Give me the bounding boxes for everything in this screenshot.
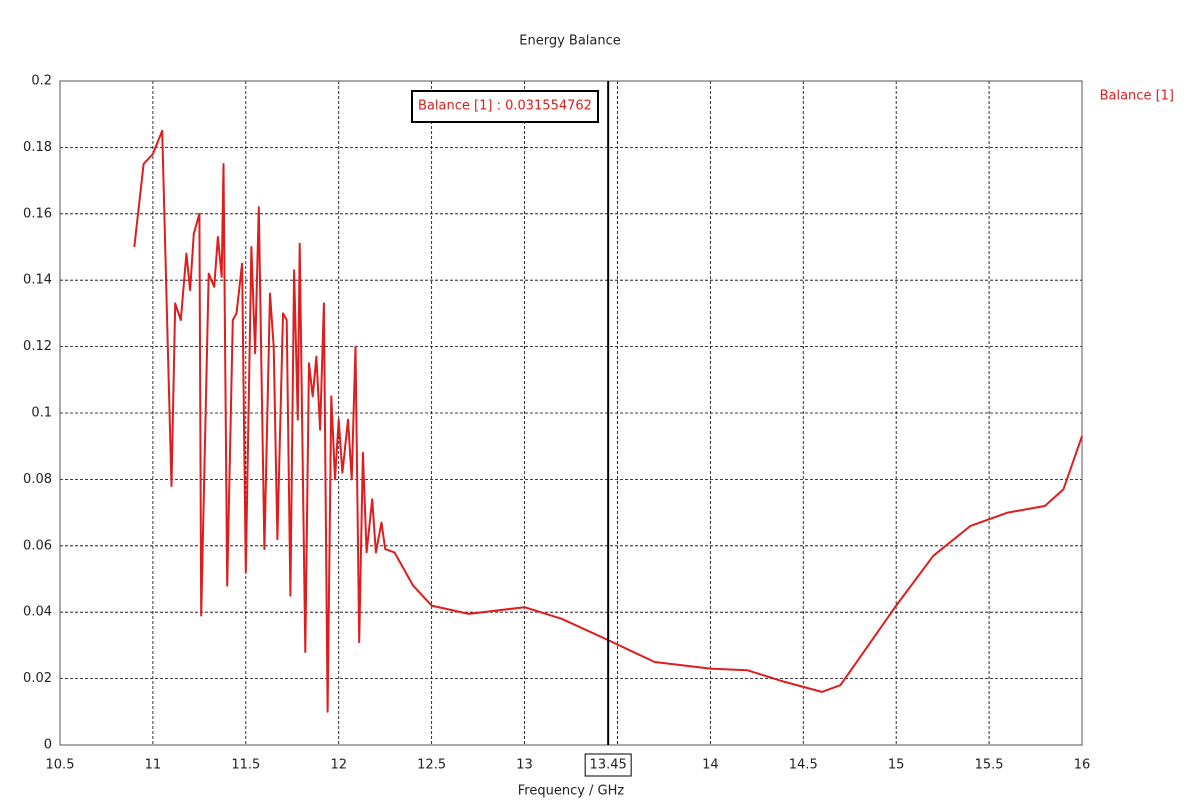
y-tick-label: 0.02 [23, 671, 52, 686]
x-tick-label: 11 [145, 758, 162, 773]
series-line [133, 129, 1083, 713]
x-tick-label: 12.5 [417, 758, 446, 773]
plot-frame [59, 80, 1083, 746]
x-tick-label: 16 [1074, 758, 1091, 773]
marker-x-label: 13.45 [590, 758, 627, 773]
y-tick-label: 0.06 [23, 538, 52, 553]
y-tick-label: 0.1 [31, 406, 52, 421]
x-tick-label: 11.5 [231, 758, 260, 773]
marker-label-box [584, 753, 632, 777]
y-tick-label: 0.08 [23, 472, 52, 487]
y-tick-label: 0.2 [31, 74, 52, 89]
annotation-box [411, 90, 599, 123]
x-tick-label: 15 [888, 758, 905, 773]
annotation: Balance [1] : 0.031554762 [418, 99, 592, 114]
chart-title: Energy Balance [519, 34, 621, 49]
y-tick-label: 0.12 [23, 339, 52, 354]
x-tick-label: 15.5 [975, 758, 1004, 773]
y-tick-label: 0.14 [23, 273, 52, 288]
x-tick-label: 13 [516, 758, 533, 773]
legend-entry: Balance [1] [1100, 89, 1174, 104]
x-tick-label: 14.5 [789, 758, 818, 773]
x-tick-label: 12 [330, 758, 347, 773]
y-tick-label: 0.18 [23, 140, 52, 155]
x-tick-label: 14 [702, 758, 719, 773]
y-tick-label: 0.04 [23, 605, 52, 620]
y-tick-label: 0 [44, 738, 52, 753]
y-tick-label: 0.16 [23, 206, 52, 221]
x-tick-label: 10.5 [46, 758, 75, 773]
x-axis-label: Frequency / GHz [518, 784, 625, 799]
